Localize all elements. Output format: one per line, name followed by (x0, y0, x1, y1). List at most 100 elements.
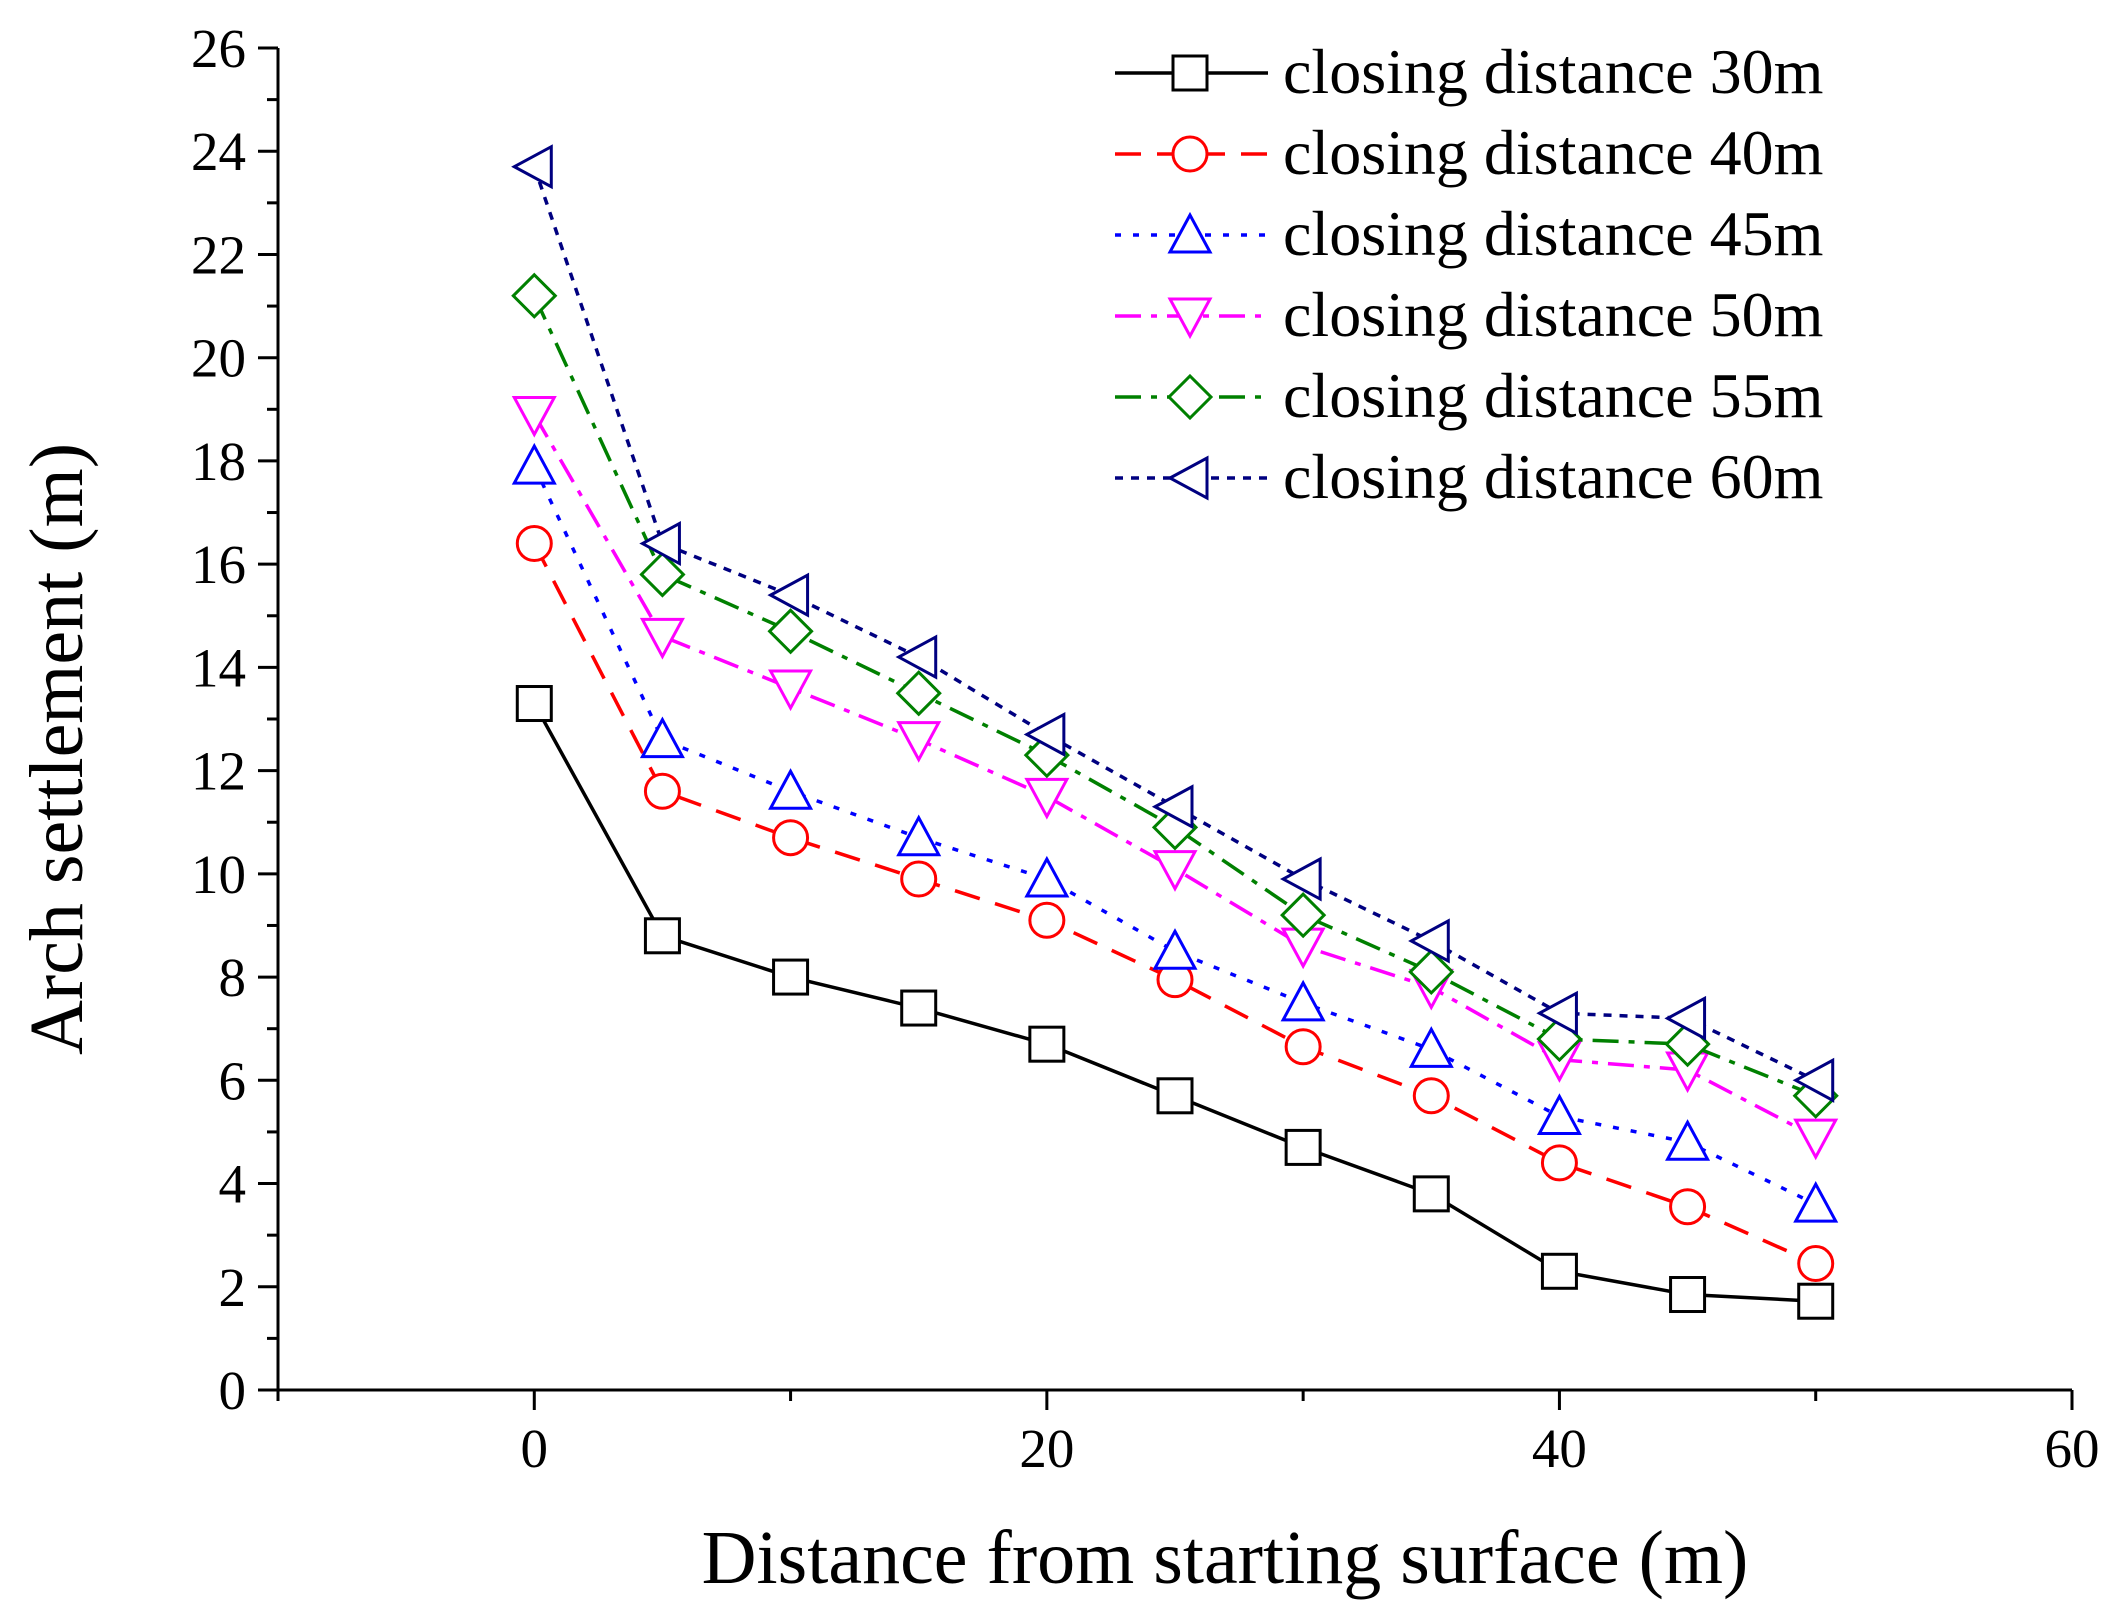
data-point (895, 634, 938, 680)
data-point (1664, 995, 1707, 1041)
data-point (511, 442, 557, 485)
data-point (1284, 1128, 1322, 1166)
series-6 (511, 144, 1835, 1103)
data-point (767, 608, 814, 655)
legend-marker (1166, 455, 1209, 501)
data-point (900, 860, 938, 898)
data-point (1024, 777, 1070, 820)
data-point (1408, 918, 1450, 964)
data-point (895, 670, 942, 717)
y-tick-label: 18 (191, 431, 246, 492)
data-point (1797, 1282, 1835, 1320)
data-point (768, 768, 814, 810)
legend-label: closing distance 40m (1283, 117, 1823, 188)
y-tick-label: 26 (191, 18, 246, 79)
data-point (1408, 1026, 1454, 1068)
data-point (1412, 1077, 1450, 1115)
x-axis-title: Distance from starting surface (m) (702, 1516, 1749, 1600)
legend-entry-1: closing distance 30m (1115, 36, 1823, 107)
data-point (1151, 784, 1194, 830)
data-point (1669, 1188, 1707, 1226)
series-line (532, 295, 1817, 1098)
data-point (1280, 979, 1326, 1022)
data-point (1028, 901, 1066, 939)
series-1 (515, 685, 1835, 1320)
data-point (1280, 892, 1327, 939)
data-point (515, 525, 553, 563)
y-tick-label: 20 (191, 328, 246, 389)
data-point (1793, 1118, 1839, 1161)
data-point (1284, 1028, 1322, 1066)
x-tick-label: 40 (1532, 1418, 1587, 1479)
data-point (1028, 1025, 1066, 1063)
y-tick-label: 16 (191, 534, 246, 595)
data-point (1412, 1175, 1450, 1213)
x-tick-label: 0 (521, 1418, 549, 1479)
data-point (1152, 928, 1198, 970)
data-point (511, 272, 558, 319)
y-tick-label: 10 (191, 844, 246, 905)
legend-marker (1166, 373, 1214, 421)
data-point (1793, 1181, 1839, 1223)
legend-marker (1171, 135, 1209, 173)
legend-label: closing distance 45m (1283, 198, 1823, 269)
y-tick-label: 24 (191, 121, 246, 182)
data-point (1540, 1144, 1578, 1182)
data-point (772, 819, 810, 857)
data-point (1152, 850, 1198, 892)
series-line (532, 542, 1817, 1266)
series-3 (511, 442, 1839, 1223)
data-point (643, 772, 681, 810)
data-point (639, 520, 681, 567)
legend-label: closing distance 30m (1283, 36, 1823, 107)
data-point (896, 814, 942, 857)
data-point (1792, 1057, 1835, 1103)
data-point (511, 144, 553, 190)
legend-entry-5: closing distance 55m (1115, 360, 1823, 431)
data-point (900, 989, 938, 1027)
y-tick-label: 12 (191, 741, 246, 802)
legend-marker (1171, 54, 1209, 92)
y-tick-label: 4 (219, 1154, 247, 1215)
legend-marker (1167, 297, 1213, 340)
legend-entry-3: closing distance 45m (1115, 198, 1823, 269)
legend-entry-4: closing distance 50m (1115, 279, 1823, 350)
data-point (1279, 856, 1322, 902)
y-tick-label: 6 (219, 1050, 247, 1111)
series-line (532, 413, 1817, 1139)
data-point (639, 551, 686, 598)
y-axis-title: Arch settlement (m) (15, 443, 99, 1055)
data-point (639, 617, 685, 660)
data-point (639, 716, 685, 759)
legend-entry-6: closing distance 60m (1115, 441, 1823, 512)
data-point (511, 395, 557, 438)
legend-label: closing distance 50m (1283, 279, 1823, 350)
series-2 (515, 525, 1835, 1283)
series-line (532, 702, 1816, 1303)
y-tick-label: 22 (191, 224, 246, 285)
y-tick-label: 8 (219, 947, 247, 1008)
data-point (1024, 855, 1070, 898)
data-point (1023, 711, 1066, 758)
y-tick-label: 0 (219, 1360, 247, 1421)
data-point (1536, 990, 1578, 1036)
data-point (643, 917, 681, 955)
data-point (896, 721, 942, 763)
series-4 (511, 395, 1839, 1161)
data-point (768, 669, 814, 712)
data-point (1665, 1119, 1711, 1161)
x-tick-label: 20 (1019, 1418, 1074, 1479)
legend-entry-2: closing distance 40m (1115, 117, 1823, 188)
data-point (1669, 1276, 1707, 1314)
y-tick-label: 2 (219, 1257, 247, 1318)
data-point (1797, 1245, 1835, 1283)
data-point (767, 572, 810, 618)
data-point (1540, 1252, 1578, 1290)
data-point (1408, 948, 1455, 996)
series-layer (511, 144, 1839, 1320)
data-point (772, 958, 810, 996)
legend: closing distance 30m closing distance 40m… (1115, 36, 1823, 512)
data-point (1156, 1077, 1194, 1115)
